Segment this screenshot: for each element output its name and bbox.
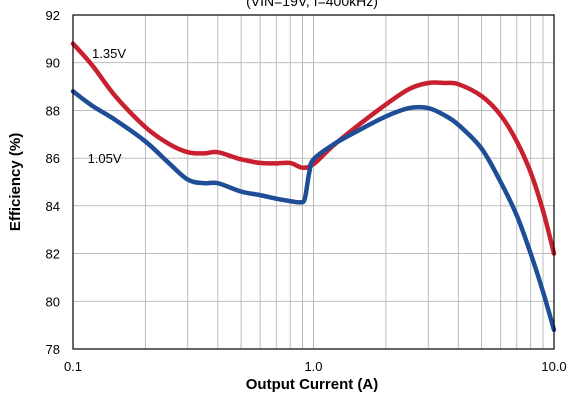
- tick-labels: 0.1 1.0 10.0 78 80 82 84 86 88 90 92: [46, 8, 567, 374]
- y-tick-label: 86: [46, 151, 60, 166]
- series-label: 1.05V: [88, 151, 122, 166]
- x-tick-label: 0.1: [64, 359, 82, 374]
- series-line-1-35v: [70, 41, 557, 256]
- y-tick-label: 84: [46, 199, 60, 214]
- y-tick-label: 88: [46, 103, 60, 118]
- x-axis-title: Output Current (A): [246, 376, 378, 393]
- series-label: 1.35V: [92, 46, 126, 61]
- series-line-1-05v: [70, 89, 557, 333]
- y-tick-label: 90: [46, 56, 60, 71]
- y-tick-label: 78: [46, 342, 60, 357]
- y-tick-label: 80: [46, 294, 60, 309]
- y-tick-label: 92: [46, 8, 60, 23]
- y-axis-title: Efficiency (%): [7, 133, 24, 231]
- chart-title: (VIN=19V, f=400kHz): [246, 0, 378, 9]
- series-labels: 1.35V 1.05V: [88, 46, 127, 166]
- y-tick-label: 82: [46, 247, 60, 262]
- grid: [73, 15, 554, 349]
- plot-frame: [72, 14, 555, 350]
- x-tick-label: 1.0: [304, 359, 322, 374]
- x-tick-label: 10.0: [541, 359, 566, 374]
- series-lines: [70, 41, 557, 333]
